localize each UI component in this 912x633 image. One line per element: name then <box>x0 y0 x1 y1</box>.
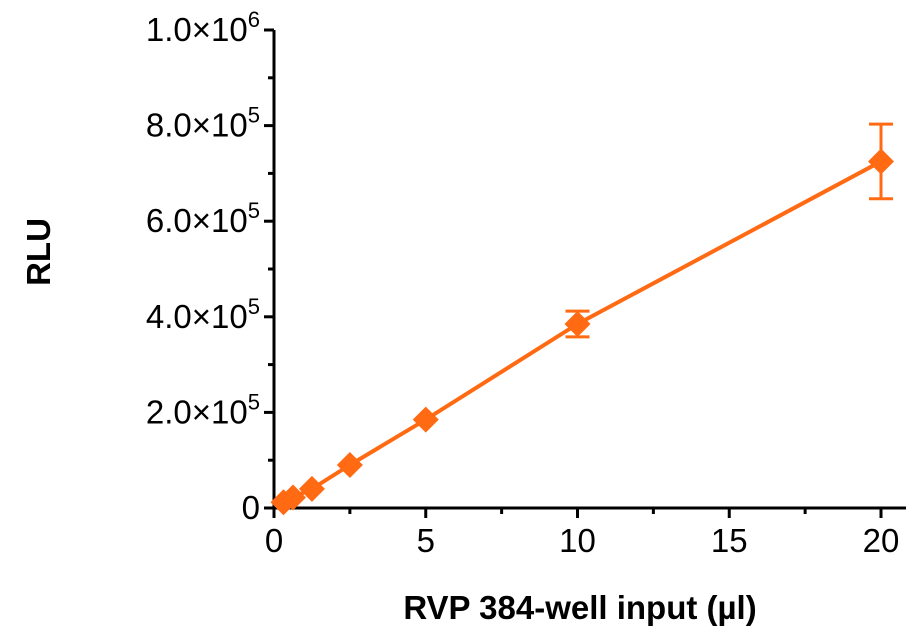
data-point-marker <box>336 451 363 478</box>
x-tick-label: 5 <box>417 522 435 559</box>
data-point-marker <box>279 484 306 511</box>
y-tick-label: 4.0×105 <box>146 294 260 335</box>
series-layer <box>270 122 894 516</box>
x-tick-label: 0 <box>265 522 283 559</box>
x-axis-title: RVP 384-well input (µl) <box>403 589 756 626</box>
x-tick-label: 20 <box>863 522 900 559</box>
y-tick-label: 0 <box>242 489 260 526</box>
y-tick-label: 8.0×105 <box>146 103 260 144</box>
y-axis-ticks: 0 2.0×105 4.0×105 6.0×105 8.0×105 1.0×106 <box>146 7 274 526</box>
x-tick-label: 15 <box>711 522 748 559</box>
y-axis-title: RLU <box>20 218 57 286</box>
x-tick-label: 10 <box>559 522 596 559</box>
data-point-marker <box>564 310 591 337</box>
data-point-marker <box>412 406 439 433</box>
y-tick-label: 1.0×106 <box>146 7 260 48</box>
x-axis-ticks: 0 5 10 15 20 <box>265 508 900 559</box>
data-point-marker <box>868 148 894 175</box>
y-tick-label: 6.0×105 <box>146 198 260 239</box>
y-tick-label: 2.0×105 <box>146 389 260 430</box>
data-point-marker <box>298 475 325 502</box>
